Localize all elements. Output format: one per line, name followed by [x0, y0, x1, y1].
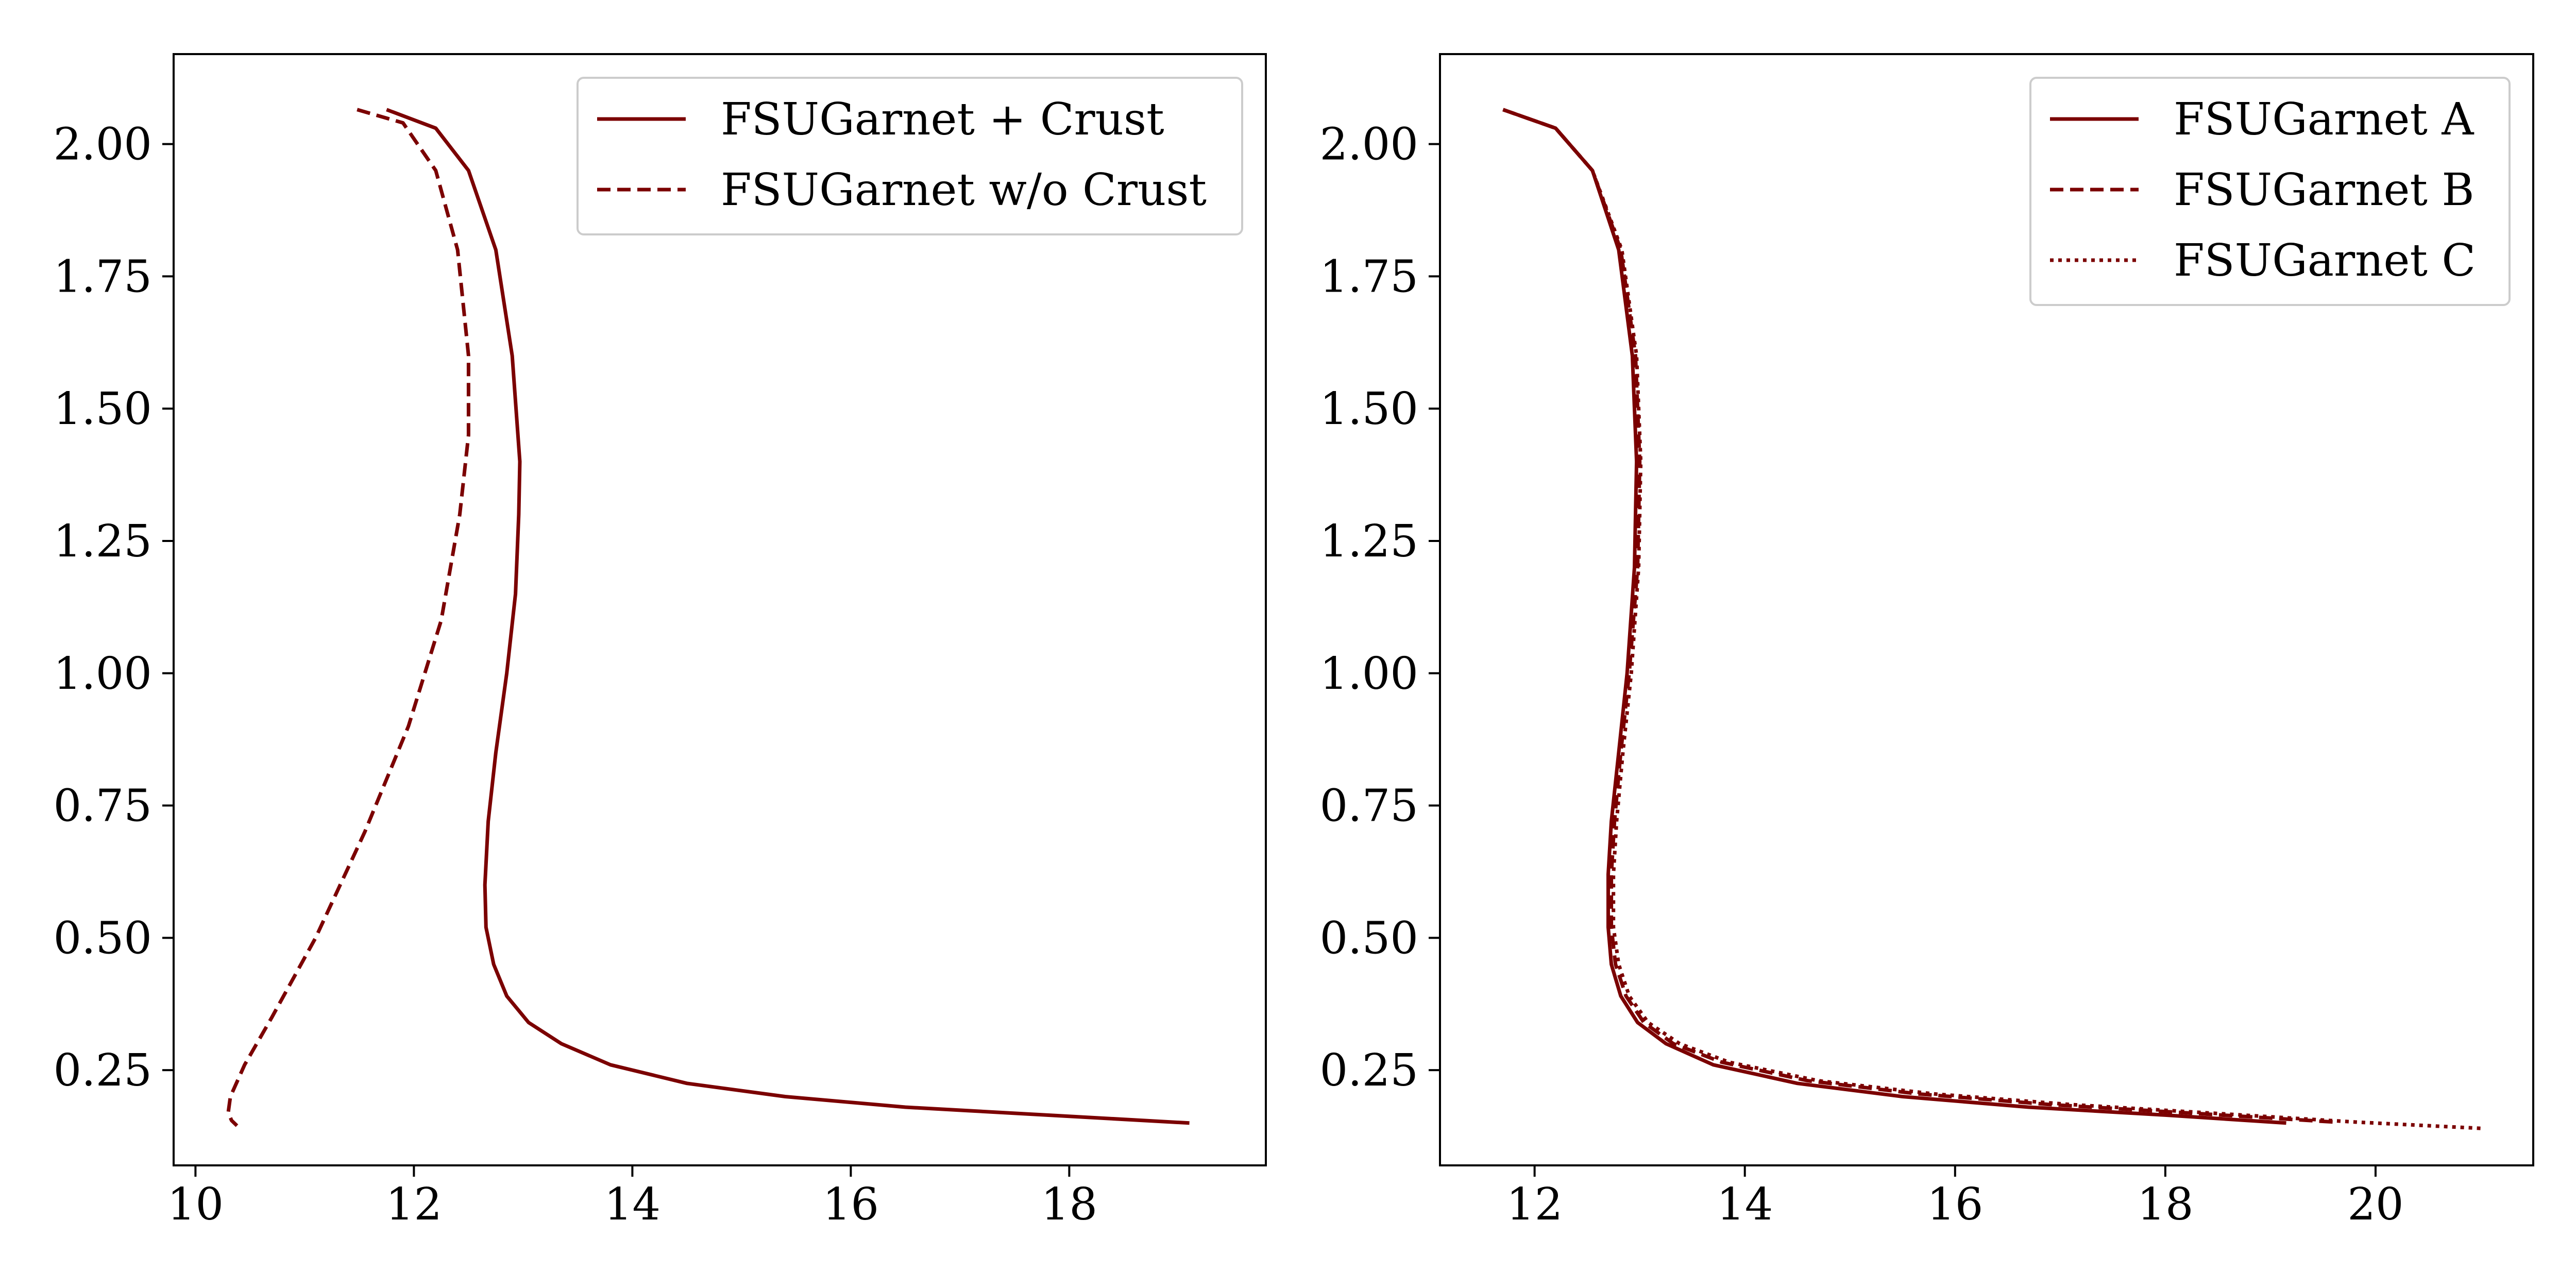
- left-panel: 10 12 14 16 18 0.25 0.50 0.75 1.00 1.25 1.50 1.75 2.…: [54, 53, 1267, 1230]
- y-tick-label: 1.00: [1320, 648, 1418, 700]
- y-tick-label: 1.50: [1320, 383, 1418, 435]
- y-tick-label: 1.25: [54, 516, 152, 567]
- y-tick-label: 0.50: [54, 912, 152, 964]
- y-tick-label: 2.00: [1320, 119, 1418, 171]
- legend-label: FSUGarnet B: [2174, 164, 2475, 216]
- x-tick-label: 12: [1506, 1179, 1563, 1230]
- legend-box: [2029, 77, 2511, 306]
- x-tick-label: 18: [2137, 1179, 2193, 1230]
- y-tick-label: 0.25: [1320, 1045, 1418, 1096]
- y-tick-label: 1.75: [1320, 251, 1418, 302]
- x-tick-label: 16: [823, 1179, 879, 1230]
- y-tick-label: 2.00: [54, 119, 152, 171]
- y-tick-label: 0.25: [54, 1045, 152, 1096]
- plot-frame: [1439, 53, 2534, 1166]
- series-line: [1502, 108, 2286, 1125]
- y-tick-label: 0.50: [1320, 912, 1418, 964]
- y-tick-label: 1.50: [54, 383, 152, 435]
- legend-label: FSUGarnet + Crust: [721, 94, 1164, 145]
- x-tick-label: 10: [167, 1179, 224, 1230]
- x-tick-label: 14: [604, 1179, 660, 1230]
- x-tick-label: 18: [1041, 1179, 1097, 1230]
- legend-label: FSUGarnet w/o Crust: [721, 164, 1207, 216]
- y-tick-label: 1.00: [54, 648, 152, 700]
- y-tick-label: 0.75: [54, 781, 152, 832]
- y-tick-label: 1.75: [54, 251, 152, 302]
- y-tick-label: 1.25: [1320, 516, 1418, 567]
- legend-label: FSUGarnet C: [2174, 235, 2476, 286]
- x-tick-label: 16: [1927, 1179, 1983, 1230]
- series-line: [226, 108, 470, 1127]
- legend-box: [577, 77, 1243, 235]
- x-tick-label: 14: [1717, 1179, 1773, 1230]
- plot-frame: [173, 53, 1267, 1166]
- legend-label: FSUGarnet A: [2174, 94, 2474, 145]
- series-line: [1502, 108, 2481, 1130]
- right-panel: 12 14 16 18 20 0.25 0.50 0.75 1.00 1.25 1.50 1.75 2.…: [1320, 53, 2534, 1230]
- y-tick-label: 0.75: [1320, 781, 1418, 832]
- series-line: [386, 108, 1190, 1125]
- x-tick-label: 20: [2347, 1179, 2403, 1230]
- x-tick-label: 12: [386, 1179, 442, 1230]
